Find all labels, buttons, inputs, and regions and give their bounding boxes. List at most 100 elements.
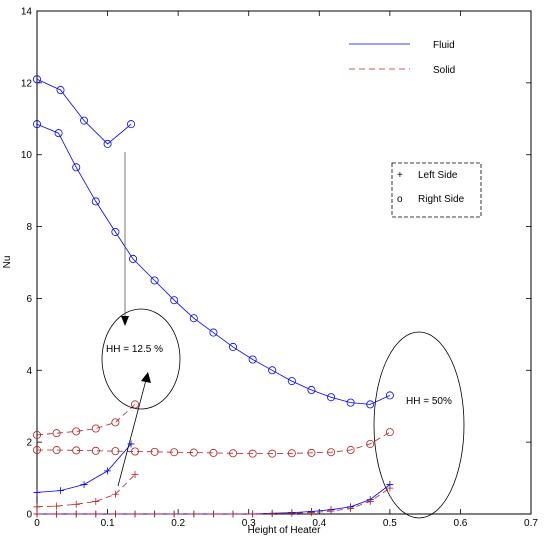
data-point xyxy=(72,427,81,436)
series-line xyxy=(36,123,391,405)
data-point xyxy=(103,139,112,148)
y-tick-label: 14 xyxy=(21,7,33,18)
data-point xyxy=(366,497,374,505)
marker-legend-right-symbol: o xyxy=(397,194,403,205)
series-solid-left xyxy=(33,470,139,511)
data-point xyxy=(33,510,41,518)
series-layer xyxy=(33,75,394,518)
data-point xyxy=(229,449,238,458)
data-point xyxy=(52,429,61,438)
data-point xyxy=(131,447,140,456)
data-point xyxy=(54,129,63,138)
arrow-up-shaft xyxy=(117,379,147,487)
x-tick-label: 0.3 xyxy=(242,518,256,529)
data-point xyxy=(72,500,80,508)
data-point xyxy=(386,484,394,492)
y-tick-label: 0 xyxy=(26,510,32,521)
data-point xyxy=(111,418,120,427)
data-point xyxy=(307,386,316,395)
data-point xyxy=(56,86,65,95)
x-tick-label: 0.4 xyxy=(312,518,326,529)
data-point xyxy=(346,398,355,407)
series-solid-right xyxy=(33,428,394,458)
data-point xyxy=(170,448,179,457)
data-point xyxy=(131,510,139,518)
data-point xyxy=(385,428,394,437)
legend-fluid-label: Fluid xyxy=(433,40,455,51)
data-point xyxy=(288,509,296,517)
hh125-ellipse xyxy=(101,308,181,410)
marker-legend-right-label: Right Side xyxy=(418,194,465,205)
data-point xyxy=(209,510,217,518)
series-line xyxy=(36,78,132,145)
data-point xyxy=(80,116,89,125)
data-point xyxy=(366,400,375,409)
data-point xyxy=(80,481,88,489)
data-point xyxy=(248,355,257,364)
x-tick-label: 0.6 xyxy=(453,518,467,529)
data-point xyxy=(111,490,119,498)
data-point xyxy=(190,510,198,518)
data-point xyxy=(53,510,61,518)
series-fluid-right xyxy=(33,75,136,148)
data-point xyxy=(33,446,42,455)
x-axis-label: Height of Heater xyxy=(248,525,321,536)
data-point xyxy=(268,366,277,375)
data-point xyxy=(249,510,257,518)
data-point xyxy=(366,439,375,448)
data-point xyxy=(91,424,100,433)
data-point xyxy=(72,163,81,172)
data-point xyxy=(53,502,61,510)
data-point xyxy=(72,446,81,455)
data-point xyxy=(229,510,237,518)
data-point xyxy=(129,254,138,263)
marker-legend-box xyxy=(391,162,482,218)
series-line xyxy=(36,474,136,508)
data-point xyxy=(170,510,178,518)
data-point xyxy=(150,447,159,456)
hh50-ellipse xyxy=(373,331,465,519)
data-point xyxy=(52,446,61,455)
y-tick-label: 2 xyxy=(26,438,32,449)
data-point xyxy=(209,328,218,337)
data-point xyxy=(33,120,42,129)
x-tick-label: 0.7 xyxy=(524,518,538,529)
data-point xyxy=(33,430,42,439)
y-tick-label: 8 xyxy=(26,222,32,233)
series-solid-left xyxy=(33,484,394,518)
legend-solid-label: Solid xyxy=(433,65,455,76)
data-point xyxy=(287,377,296,386)
data-point xyxy=(327,393,336,402)
data-point xyxy=(131,400,140,409)
data-point xyxy=(33,503,41,511)
data-point xyxy=(33,488,41,496)
data-point xyxy=(127,120,136,129)
series-line xyxy=(36,404,136,436)
series-fluid-right xyxy=(33,120,394,409)
data-point xyxy=(92,510,100,518)
marker-legend-left-label: Left Side xyxy=(418,170,458,181)
data-point xyxy=(307,448,316,457)
data-point xyxy=(131,470,139,478)
data-point xyxy=(347,505,355,513)
data-point xyxy=(111,227,120,236)
data-point xyxy=(111,510,119,518)
data-point xyxy=(189,448,198,457)
data-point xyxy=(111,447,120,456)
data-point xyxy=(385,391,394,400)
x-tick-label: 0.5 xyxy=(383,518,397,529)
plot-area xyxy=(36,10,532,515)
marker-legend-left-symbol: + xyxy=(397,170,403,181)
data-point xyxy=(209,448,218,457)
series-solid-right xyxy=(33,400,140,439)
data-point xyxy=(72,510,80,518)
data-point xyxy=(189,314,198,323)
x-tick-label: 0.2 xyxy=(171,518,185,529)
axis-ticks: 0 0.1 0.2 0.3 0.4 0.5 0.6 0.7 0 2 4 6 8 10 12 14 xyxy=(21,7,539,530)
data-point xyxy=(150,276,159,285)
y-tick-label: 6 xyxy=(26,294,32,305)
data-point xyxy=(57,487,65,495)
data-point xyxy=(327,448,336,457)
y-tick-label: 10 xyxy=(21,150,33,161)
